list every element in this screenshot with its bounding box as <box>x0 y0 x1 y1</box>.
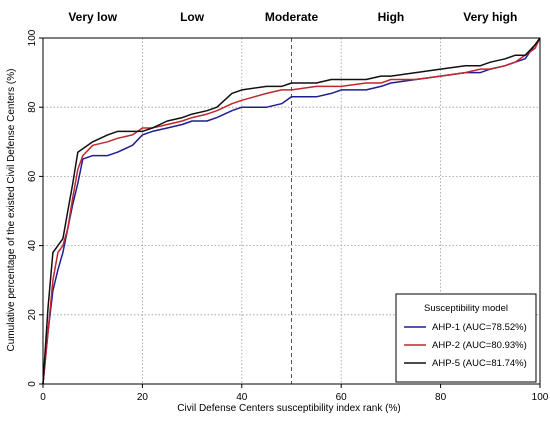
legend-entries: AHP-1 (AUC=78.52%) AHP-2 (AUC=80.93%) AHP-… <box>404 322 527 369</box>
x-tick-label: 100 <box>532 392 549 403</box>
y-tick-label: 80 <box>27 101 38 113</box>
y-tick-label: 60 <box>27 170 38 182</box>
x-tick-label: 20 <box>137 392 149 403</box>
zone-label: Moderate <box>265 10 319 24</box>
series-line-3 <box>42 37 541 385</box>
zone-label: Very low <box>68 10 117 24</box>
zone-label: High <box>378 10 405 24</box>
y-tick-label: 0 <box>27 381 38 387</box>
legend-entry-label: AHP-2 (AUC=80.93%) <box>432 340 527 351</box>
x-tick-label: 80 <box>435 392 447 403</box>
legend-entry-label: AHP-5 (AUC=81.74%) <box>432 358 527 369</box>
y-tick-label: 20 <box>27 309 38 321</box>
x-axis-title: Civil Defense Centers susceptibility ind… <box>177 403 400 414</box>
series-lines <box>42 37 541 385</box>
zone-label: Very high <box>463 10 517 24</box>
y-tick-label: 40 <box>27 240 38 252</box>
series-line-1 <box>42 37 541 385</box>
x-tick-label: 0 <box>40 392 46 403</box>
series-line-2 <box>42 37 541 385</box>
zone-label: Low <box>180 10 205 24</box>
legend-title: Susceptibility model <box>424 303 508 314</box>
y-tick-label: 100 <box>27 29 38 46</box>
plot-frame <box>42 37 541 385</box>
zone-labels: Very low Low Moderate High Very high <box>68 10 517 24</box>
x-tick-label: 60 <box>336 392 348 403</box>
y-axis-title: Cumulative percentage of the existed Civ… <box>6 69 17 352</box>
x-tick-label: 40 <box>236 392 248 403</box>
legend-box <box>395 293 537 383</box>
axis-ticks: 0 20 40 60 80 100 0 20 40 60 80 100 <box>27 29 549 403</box>
legend: Susceptibility model AHP-1 (AUC=78.52%)A… <box>395 293 537 383</box>
legend-entry-label: AHP-1 (AUC=78.52%) <box>432 322 527 333</box>
